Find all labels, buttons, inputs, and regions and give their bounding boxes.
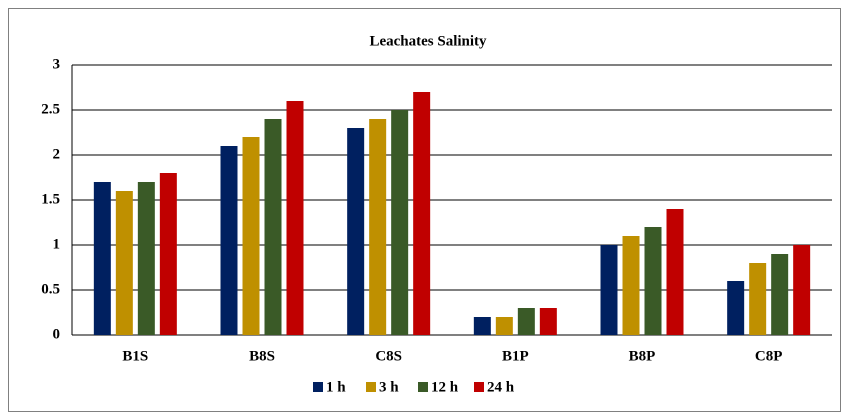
y-tick-label: 0 — [53, 326, 61, 342]
bar — [749, 263, 767, 335]
x-tick-label: C8P — [755, 348, 783, 364]
legend-label: 3 h — [379, 379, 399, 395]
bar — [600, 245, 618, 335]
x-tick-label: B1S — [122, 348, 148, 364]
y-tick-label: 0.5 — [41, 281, 60, 297]
bar — [539, 308, 557, 335]
bar — [391, 110, 409, 335]
bar — [666, 209, 684, 335]
bar — [771, 254, 789, 335]
bar — [115, 191, 133, 335]
legend-label: 24 h — [487, 379, 515, 395]
bar — [369, 119, 387, 335]
bar — [644, 227, 662, 335]
bar — [473, 317, 491, 335]
bar — [93, 182, 111, 335]
bar — [793, 245, 811, 335]
bar — [622, 236, 640, 335]
x-tick-label: B8S — [249, 348, 275, 364]
bar — [264, 119, 282, 335]
bar — [413, 92, 431, 335]
bar — [286, 101, 304, 335]
y-tick-label: 1.5 — [41, 191, 60, 207]
legend-label: 12 h — [431, 379, 459, 395]
bar — [159, 173, 177, 335]
bar — [727, 281, 745, 335]
legend-label: 1 h — [326, 379, 346, 395]
y-tick-label: 2.5 — [41, 101, 60, 117]
chart-title: Leachates Salinity — [369, 33, 487, 49]
bar — [347, 128, 365, 335]
bar — [517, 308, 535, 335]
legend-swatch — [474, 382, 484, 392]
x-tick-label: C8S — [375, 348, 402, 364]
bar — [242, 137, 260, 335]
y-tick-label: 1 — [53, 236, 61, 252]
legend-swatch — [418, 382, 428, 392]
x-tick-label: B1P — [502, 348, 529, 364]
y-tick-label: 2 — [53, 146, 61, 162]
x-tick-label: B8P — [629, 348, 656, 364]
legend-swatch — [313, 382, 323, 392]
bar — [220, 146, 238, 335]
bar — [137, 182, 155, 335]
y-tick-label: 3 — [53, 56, 61, 72]
bar — [495, 317, 513, 335]
legend-swatch — [366, 382, 376, 392]
